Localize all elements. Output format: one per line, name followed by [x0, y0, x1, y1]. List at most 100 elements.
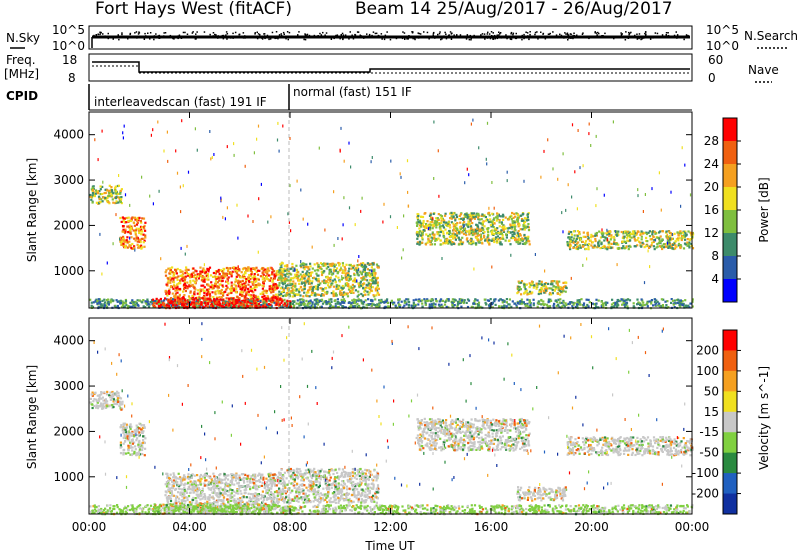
nsky-point [601, 35, 603, 37]
heat-cell [239, 283, 242, 286]
heat-cell [226, 293, 229, 297]
heat-cell [353, 285, 356, 288]
heat-cell [625, 245, 628, 248]
nsky-point [268, 38, 270, 41]
heat-cell [112, 299, 115, 302]
heat-cell [155, 297, 158, 300]
heat-cell [343, 293, 347, 296]
sparse-echo [389, 215, 392, 219]
heat-cell [427, 299, 430, 302]
nsky-point [186, 33, 189, 35]
heat-cell [188, 276, 192, 279]
heat-cell [141, 226, 144, 229]
heat-cell [498, 221, 501, 224]
heat-cell [593, 246, 596, 249]
heat-cell [268, 269, 271, 272]
heat-cell [471, 230, 474, 233]
heat-cell [277, 285, 280, 288]
nsky-point [418, 32, 420, 35]
heat-cell [353, 301, 356, 304]
heat-cell [458, 230, 461, 233]
heat-cell [314, 302, 317, 305]
heat-cell [207, 278, 210, 281]
heat-cell [379, 301, 382, 304]
heat-cell [321, 280, 324, 283]
heat-cell [249, 269, 252, 272]
sparse-echo [399, 172, 401, 176]
nsky-point [264, 37, 266, 40]
nsky-point [583, 35, 585, 37]
heat-cell [525, 219, 528, 222]
heat-cell [625, 298, 628, 301]
heat-cell [356, 295, 359, 298]
heat-cell [220, 296, 223, 299]
heat-cell [173, 272, 176, 275]
heat-cell [642, 243, 645, 246]
heat-cell [468, 242, 471, 245]
sparse-echo [680, 204, 682, 208]
heat-cell [176, 304, 179, 307]
heat-cell [651, 231, 654, 234]
heat-cell [248, 293, 251, 297]
heat-cell [491, 232, 494, 235]
heat-cell [218, 302, 222, 305]
heat-cell [219, 292, 222, 295]
heat-cell [206, 302, 210, 305]
nsky-point [169, 34, 172, 37]
heat-cell [143, 227, 146, 230]
heat-cell [103, 301, 107, 304]
heat-cell [374, 282, 377, 285]
heat-cell [397, 298, 400, 301]
nsky-point [383, 38, 386, 41]
heat-cell [370, 304, 373, 307]
heat-cell [239, 286, 242, 289]
heat-cell [110, 189, 113, 192]
nsky-point [534, 31, 537, 34]
heat-cell [102, 196, 105, 199]
heat-cell [582, 231, 585, 234]
heat-cell [572, 246, 575, 249]
heat-cell [142, 233, 145, 236]
heat-cell [641, 241, 644, 244]
heat-cell [170, 270, 173, 273]
sparse-echo [150, 133, 152, 137]
heat-cell [540, 303, 543, 306]
heat-cell [661, 247, 664, 251]
nsky-point [449, 36, 452, 38]
heat-cell [313, 276, 316, 279]
heat-cell [466, 305, 470, 309]
heat-cell [453, 298, 456, 301]
heat-cell [447, 221, 450, 224]
heat-cell [427, 240, 430, 243]
heat-cell [582, 306, 585, 309]
heat-cell [344, 282, 347, 285]
heat-cell [500, 243, 503, 246]
heat-cell [452, 232, 455, 235]
nsky-point [320, 34, 323, 36]
heat-cell [605, 232, 608, 235]
heat-cell [672, 247, 675, 251]
heat-cell [214, 283, 218, 286]
sparse-echo [644, 193, 646, 196]
heat-cell [233, 298, 236, 302]
heat-cell [248, 304, 252, 307]
heat-cell [305, 263, 308, 266]
heat-cell [471, 232, 475, 235]
heat-cell [119, 189, 122, 192]
heat-cell [374, 287, 377, 290]
nsky-point [318, 36, 320, 38]
heat-cell [452, 242, 455, 245]
heat-cell [222, 270, 225, 273]
heat-cell [510, 226, 513, 229]
nsky-point [559, 33, 561, 36]
heat-cell [507, 227, 510, 230]
heat-cell [225, 288, 228, 291]
heat-cell [347, 276, 350, 279]
heat-cell [682, 236, 685, 239]
heat-cell [556, 282, 559, 285]
nsky-point [195, 33, 197, 35]
heat-cell [272, 296, 275, 299]
nsky-point [129, 32, 132, 35]
nsky-point [222, 34, 225, 37]
heat-cell [487, 212, 490, 215]
